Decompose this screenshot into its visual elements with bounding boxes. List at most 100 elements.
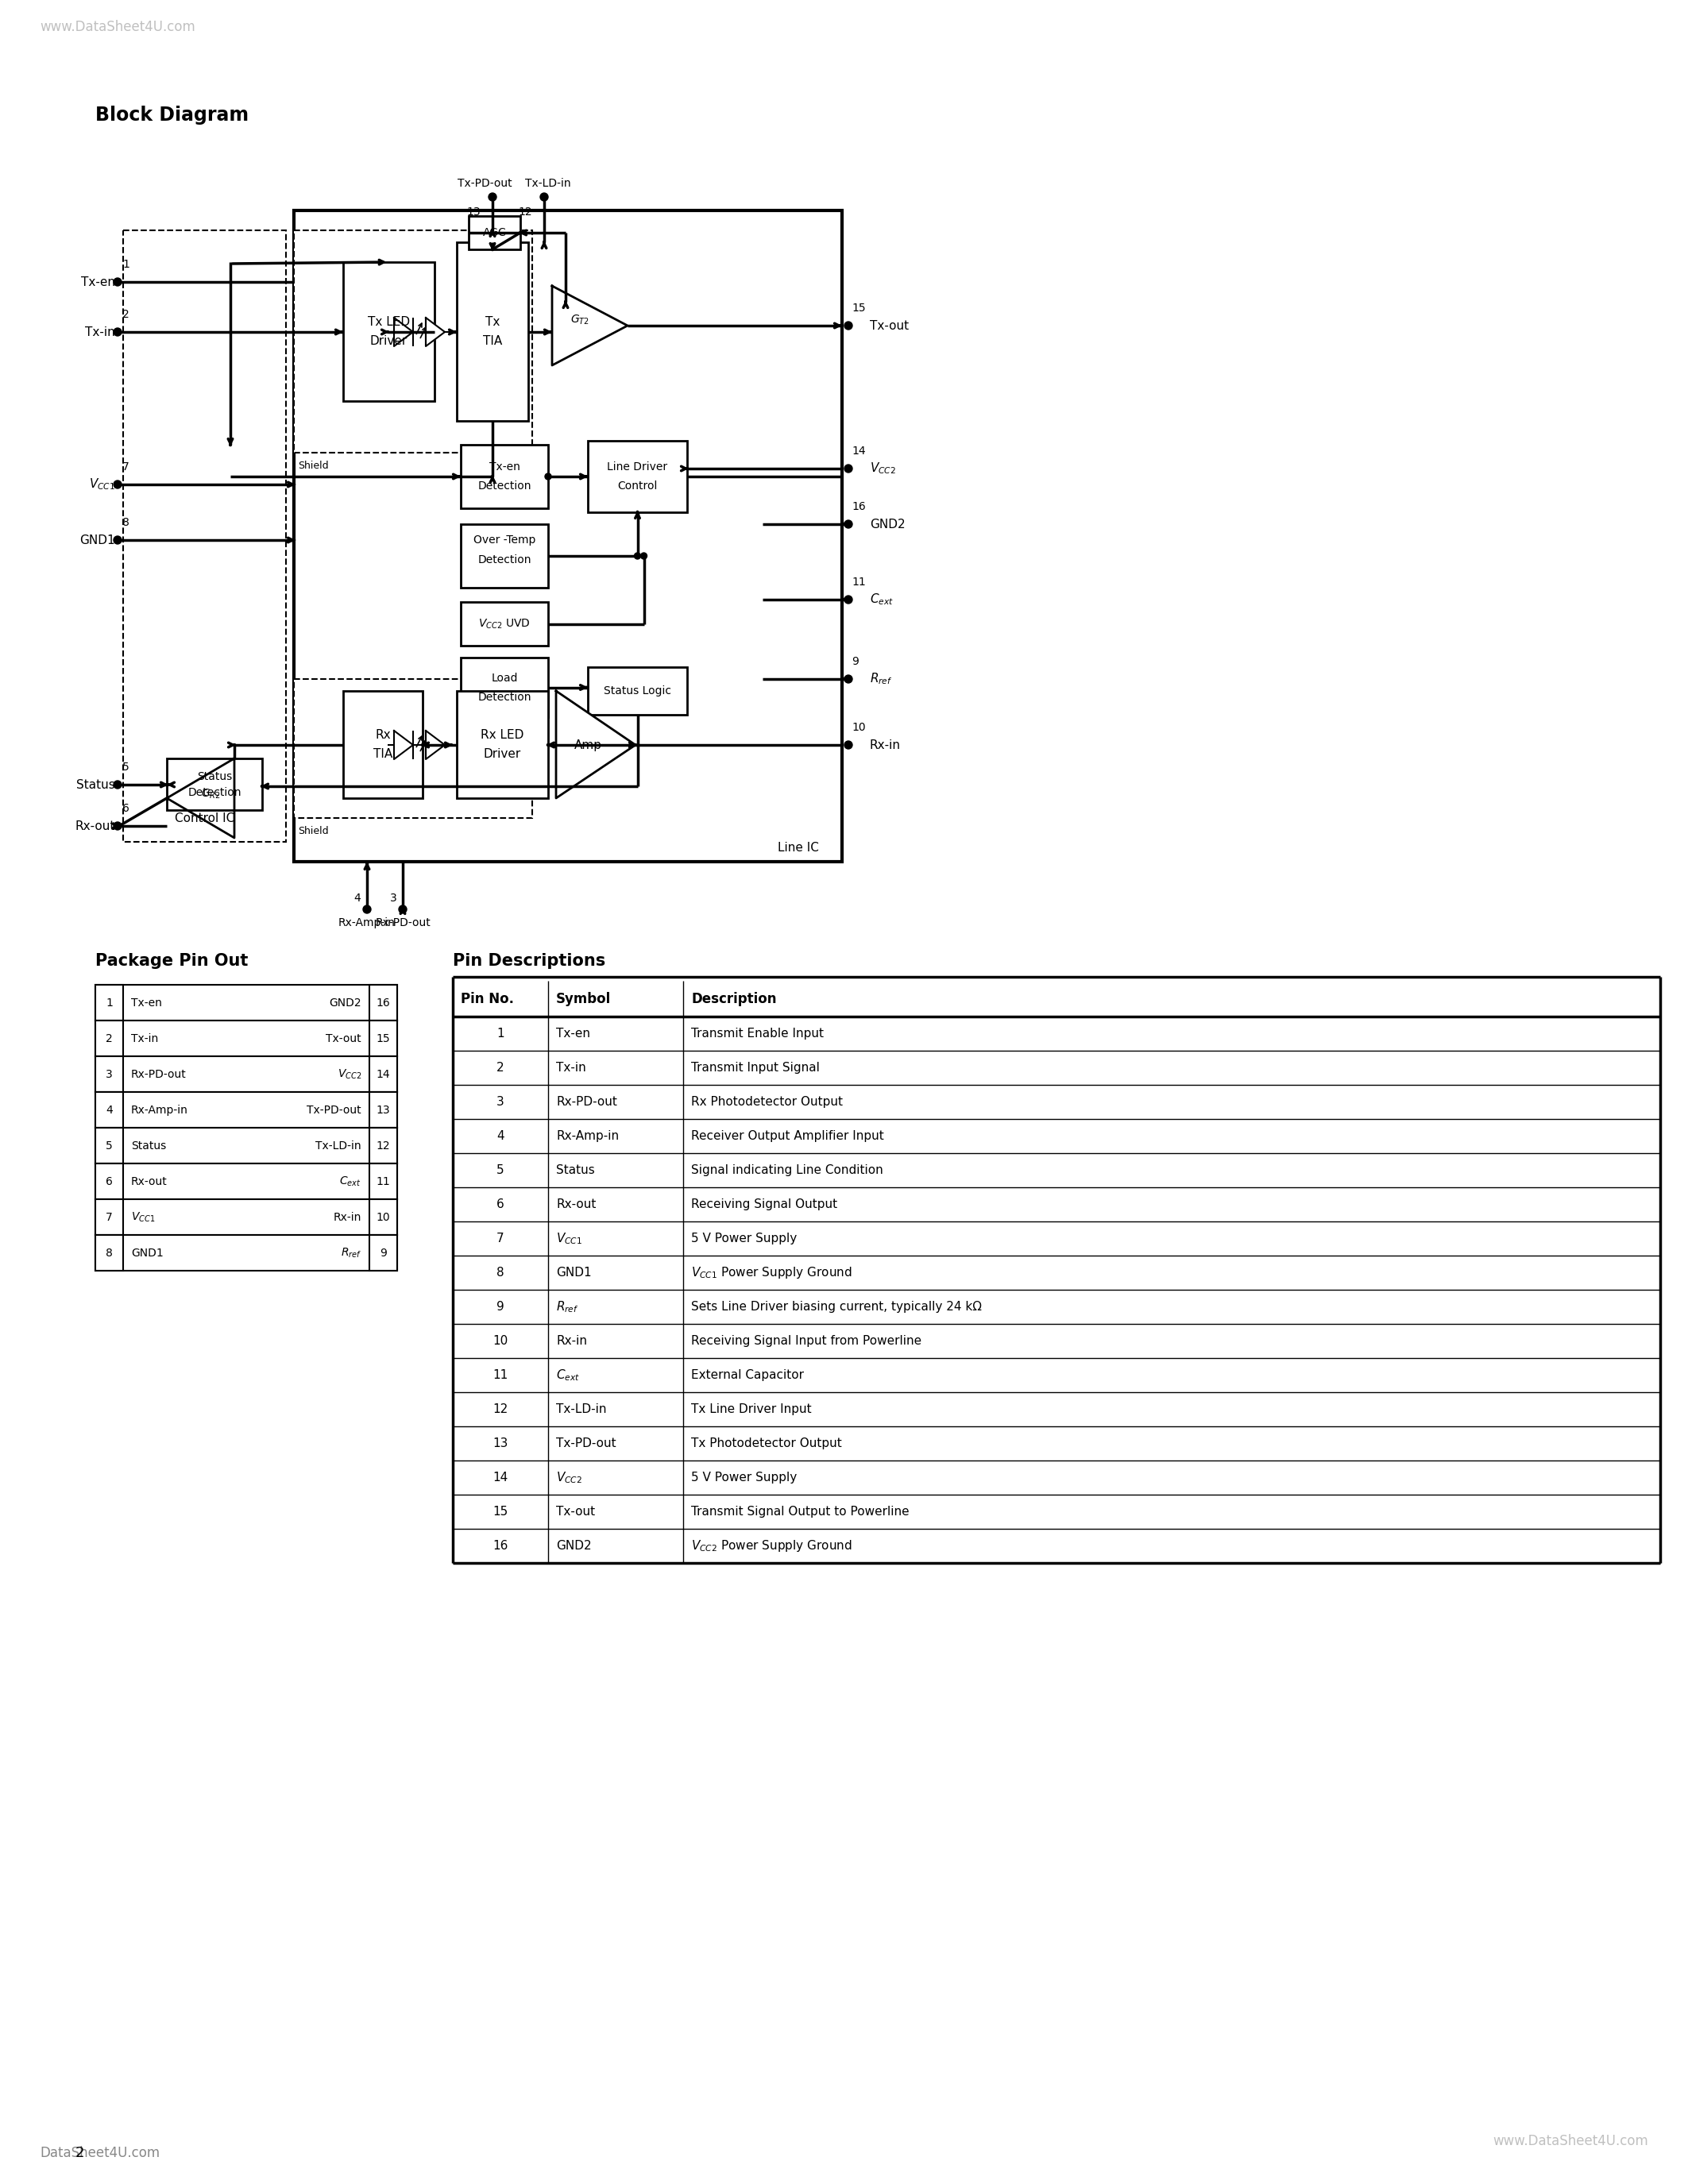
Text: Tx Photodetector Output: Tx Photodetector Output	[690, 1437, 842, 1450]
Text: Driver: Driver	[370, 334, 407, 347]
Bar	[461, 524, 549, 587]
Text: 2: 2	[122, 308, 130, 321]
Text: Detection: Detection	[478, 555, 532, 566]
Bar	[461, 603, 549, 646]
Text: Tx-en: Tx-en	[555, 1029, 591, 1040]
Text: 12: 12	[518, 207, 532, 218]
Text: 2: 2	[496, 1061, 505, 1075]
Bar	[587, 441, 687, 513]
Polygon shape	[425, 317, 446, 347]
Text: Rx Photodetector Output: Rx Photodetector Output	[690, 1096, 842, 1107]
Text: 13: 13	[376, 1105, 390, 1116]
Text: Transmit Input Signal: Transmit Input Signal	[690, 1061, 820, 1075]
Text: GND1: GND1	[79, 535, 115, 546]
Bar	[95, 1092, 397, 1127]
Text: Status Logic: Status Logic	[604, 686, 672, 697]
Polygon shape	[555, 690, 635, 797]
Text: 9: 9	[851, 655, 859, 666]
Text: 14: 14	[493, 1472, 508, 1483]
Text: GND1: GND1	[555, 1267, 591, 1278]
Text: Line Driver: Line Driver	[608, 461, 668, 472]
Circle shape	[844, 520, 852, 529]
Text: Status: Status	[132, 1140, 165, 1151]
Text: 10: 10	[493, 1334, 508, 1348]
Text: Status: Status	[555, 1164, 594, 1177]
Text: 7: 7	[496, 1232, 505, 1245]
Text: $C_{ext}$: $C_{ext}$	[869, 592, 893, 607]
Text: Rx-Amp-in: Rx-Amp-in	[338, 917, 395, 928]
Text: 12: 12	[493, 1404, 508, 1415]
Bar	[370, 1199, 397, 1234]
Text: 8: 8	[106, 1247, 113, 1258]
Text: Status: Status	[76, 780, 115, 791]
Text: 10: 10	[851, 723, 866, 734]
Text: Symbol: Symbol	[555, 992, 611, 1007]
Text: 10: 10	[376, 1212, 390, 1223]
Text: 5: 5	[106, 1140, 113, 1151]
Text: Detection: Detection	[187, 786, 241, 797]
Text: $C_{ext}$: $C_{ext}$	[339, 1175, 361, 1188]
Text: 16: 16	[493, 1540, 508, 1553]
Text: Description: Description	[690, 992, 776, 1007]
Circle shape	[113, 328, 122, 336]
Text: Rx LED: Rx LED	[481, 729, 523, 740]
Text: TIA: TIA	[483, 334, 501, 347]
Circle shape	[398, 906, 407, 913]
Circle shape	[488, 192, 496, 201]
Bar	[95, 1020, 123, 1057]
Text: AGC: AGC	[483, 227, 506, 238]
Bar	[123, 229, 285, 841]
Text: Rx-in: Rx-in	[869, 738, 901, 751]
Bar	[370, 985, 397, 1020]
Text: $G_{R2}$: $G_{R2}$	[201, 788, 221, 802]
Text: Control: Control	[618, 480, 658, 491]
Text: Tx-PD-out: Tx-PD-out	[457, 177, 511, 190]
Circle shape	[641, 553, 647, 559]
Polygon shape	[393, 317, 414, 347]
Text: Shield: Shield	[297, 461, 329, 472]
Text: GND1: GND1	[132, 1247, 164, 1258]
Text: 11: 11	[376, 1175, 390, 1186]
Text: 12: 12	[376, 1140, 390, 1151]
Bar	[95, 1164, 397, 1199]
Circle shape	[844, 465, 852, 472]
Text: Tx: Tx	[484, 317, 500, 328]
Text: TIA: TIA	[373, 749, 393, 760]
Text: Rx: Rx	[375, 729, 390, 740]
Bar	[370, 1164, 397, 1199]
Bar	[95, 1234, 123, 1271]
Text: $G_{T2}$: $G_{T2}$	[571, 314, 589, 328]
Text: 14: 14	[376, 1068, 390, 1079]
Text: 5: 5	[496, 1164, 505, 1177]
Bar	[95, 1127, 397, 1164]
Text: Rx-Amp-in: Rx-Amp-in	[132, 1105, 187, 1116]
Text: 9: 9	[380, 1247, 387, 1258]
Text: Rx-PD-out: Rx-PD-out	[375, 917, 430, 928]
Bar	[294, 210, 842, 863]
Text: www.DataSheet4U.com: www.DataSheet4U.com	[1492, 2134, 1647, 2149]
Text: $V_{CC2}$ Power Supply Ground: $V_{CC2}$ Power Supply Ground	[690, 1538, 852, 1553]
Bar	[167, 758, 262, 810]
Text: GND2: GND2	[869, 518, 905, 531]
Text: $R_{ref}$: $R_{ref}$	[555, 1299, 579, 1315]
Text: Detection: Detection	[478, 480, 532, 491]
Text: DataSheet4U.com: DataSheet4U.com	[41, 2147, 160, 2160]
Text: 16: 16	[851, 500, 866, 513]
Bar	[95, 1199, 123, 1234]
Text: 13: 13	[493, 1437, 508, 1450]
Text: Shield: Shield	[297, 826, 329, 836]
Text: Receiving Signal Input from Powerline: Receiving Signal Input from Powerline	[690, 1334, 922, 1348]
Text: $C_{ext}$: $C_{ext}$	[555, 1367, 581, 1382]
Text: Rx-in: Rx-in	[333, 1212, 361, 1223]
Text: 7: 7	[122, 461, 130, 472]
Text: 1: 1	[496, 1029, 505, 1040]
Text: 8: 8	[496, 1267, 505, 1278]
Text: Tx-en: Tx-en	[490, 461, 520, 472]
Bar	[370, 1092, 397, 1127]
Circle shape	[113, 535, 122, 544]
Bar	[370, 1020, 397, 1057]
Bar	[461, 446, 549, 509]
Text: Rx-PD-out: Rx-PD-out	[555, 1096, 618, 1107]
Text: 5 V Power Supply: 5 V Power Supply	[690, 1472, 797, 1483]
Text: Transmit Enable Input: Transmit Enable Input	[690, 1029, 824, 1040]
